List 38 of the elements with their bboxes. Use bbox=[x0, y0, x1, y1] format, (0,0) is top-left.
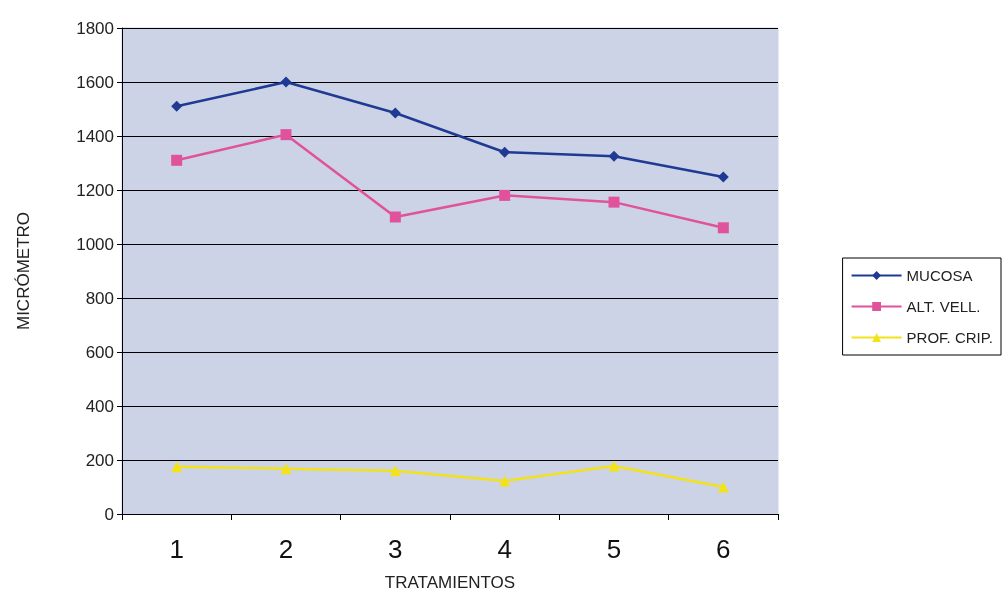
y-tick-label: 1400 bbox=[76, 126, 114, 146]
point bbox=[608, 150, 620, 162]
point bbox=[171, 154, 183, 166]
x-tick-label: 5 bbox=[606, 534, 622, 564]
y-tick-label: 1000 bbox=[76, 234, 114, 254]
point bbox=[608, 196, 620, 208]
point bbox=[280, 129, 292, 141]
y-tick-label: 800 bbox=[85, 288, 114, 308]
y-tick-label: 400 bbox=[85, 396, 114, 416]
y-tick-label: 1200 bbox=[76, 180, 114, 200]
y-tick-label: 1600 bbox=[76, 72, 114, 92]
y-tick-label: 0 bbox=[104, 504, 114, 524]
point bbox=[280, 76, 292, 88]
y-tick-label: 200 bbox=[85, 450, 114, 470]
point bbox=[389, 465, 401, 477]
y-tick-label: 1800 bbox=[76, 18, 114, 38]
point bbox=[280, 463, 292, 475]
point bbox=[171, 100, 183, 112]
x-axis-title: TRATAMIENTOS bbox=[384, 573, 516, 592]
x-tick-label: 1 bbox=[169, 534, 184, 564]
point bbox=[171, 461, 183, 473]
point bbox=[499, 189, 511, 201]
x-tick-label: 2 bbox=[278, 534, 294, 564]
legend-label: PROF. CRIP. bbox=[906, 329, 994, 346]
y-axis-title: MICRÓMETRO bbox=[14, 211, 33, 331]
legend-label: MUCOSA bbox=[906, 267, 973, 284]
x-tick-label: 4 bbox=[497, 534, 512, 564]
point bbox=[389, 211, 401, 223]
point bbox=[717, 222, 729, 234]
y-tick-label: 600 bbox=[85, 342, 114, 362]
point bbox=[717, 171, 729, 183]
point bbox=[389, 107, 401, 119]
legend-label: ALT. VELL. bbox=[906, 298, 981, 315]
x-tick-label: 6 bbox=[716, 534, 731, 564]
x-tick-label: 3 bbox=[388, 534, 403, 564]
point bbox=[499, 475, 511, 487]
point bbox=[608, 460, 620, 472]
point bbox=[717, 481, 729, 493]
